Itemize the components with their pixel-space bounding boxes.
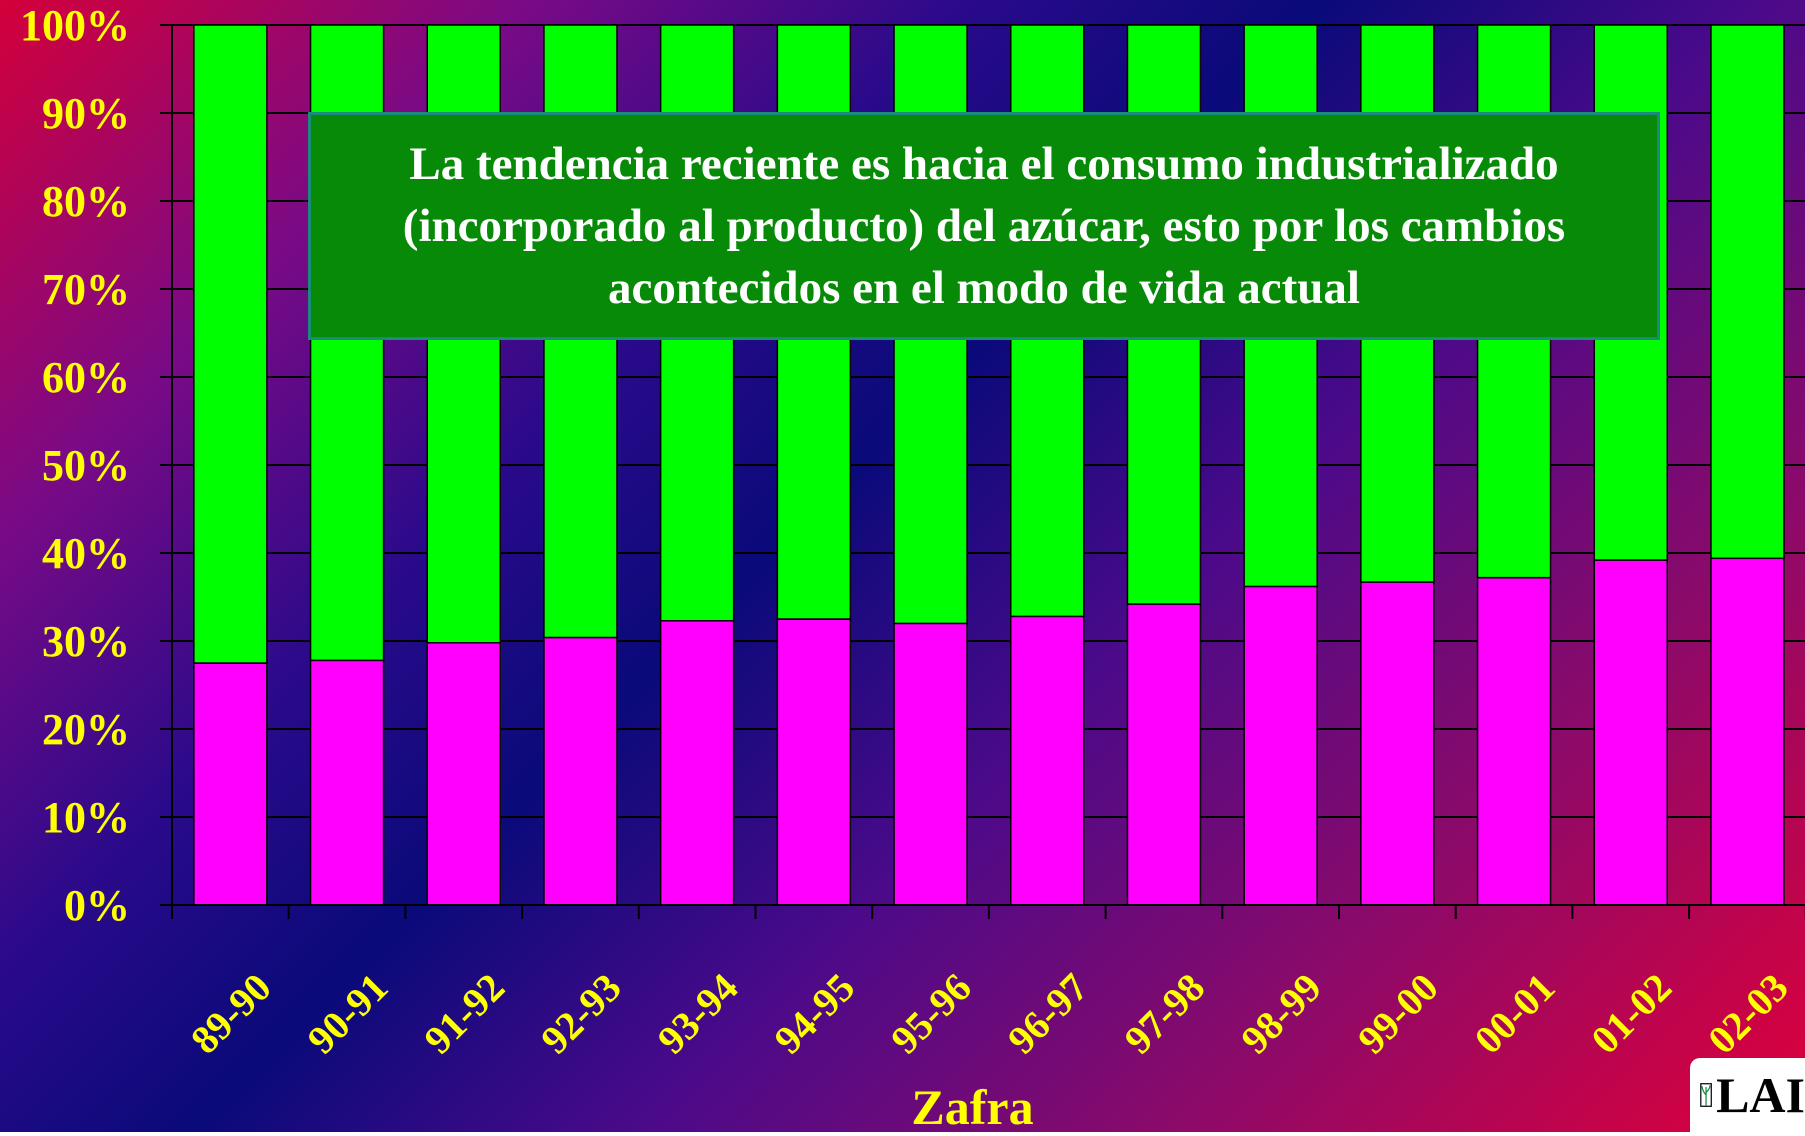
y-tick-label: 70% xyxy=(42,265,130,314)
annotation-callout: La tendencia reciente es hacia el consum… xyxy=(308,112,1660,340)
x-tick-label: 98-99 xyxy=(1232,965,1330,1063)
bar-segment-upper xyxy=(193,24,268,664)
y-tick-labels: 0% 10% 20% 30% 40% 50% 60% 70% 80% 90% 100% xyxy=(20,1,130,930)
bar-segment-lower xyxy=(309,659,385,906)
bar-segment-lower xyxy=(1243,585,1318,906)
bar-segment-lower xyxy=(1710,557,1785,906)
y-tick-label: 10% xyxy=(42,793,130,842)
x-tick-label: 01-02 xyxy=(1582,965,1680,1063)
y-tick-label: 80% xyxy=(42,177,130,226)
x-tick-label: 93-94 xyxy=(649,965,747,1063)
bar-segment-lower xyxy=(1476,576,1552,906)
y-tick-label: 100% xyxy=(20,1,130,50)
y-tick-label: 50% xyxy=(42,441,130,490)
bar-segment-lower xyxy=(1126,603,1202,906)
x-tick-label: 02-03 xyxy=(1699,965,1797,1063)
x-tick-label: 96-97 xyxy=(999,965,1097,1063)
x-axis-title: Zafra xyxy=(0,1078,1805,1136)
bar-segment-lower xyxy=(543,636,618,906)
x-tick-label: 90-91 xyxy=(299,965,397,1063)
x-tick-label: 00-01 xyxy=(1466,965,1564,1063)
x-tick-labels: 89-90 90-91 91-92 92-93 93-94 94-95 95-96 96-97… xyxy=(182,965,1797,1063)
company-logo: LAI xyxy=(1690,1058,1805,1132)
bar-segment-lower xyxy=(1360,581,1435,906)
bar-segment-lower xyxy=(893,622,968,906)
x-tick-label: 92-93 xyxy=(532,965,630,1063)
bar-segment-lower xyxy=(1593,559,1668,906)
logo-text: LAI xyxy=(1716,1067,1805,1123)
bar-segment-lower xyxy=(659,620,735,906)
axes xyxy=(160,24,1805,919)
bar-segment-lower xyxy=(426,642,501,906)
x-tick-label: 95-96 xyxy=(882,965,980,1063)
sugarcane-logo-icon xyxy=(1700,1083,1712,1107)
bar-segment-lower xyxy=(193,662,268,906)
x-tick-label: 97-98 xyxy=(1115,965,1213,1063)
bar-segment-lower xyxy=(776,618,852,906)
x-tick-label: 99-00 xyxy=(1349,965,1447,1063)
bar-segment-lower xyxy=(1010,615,1085,906)
annotation-text: La tendencia reciente es hacia el consum… xyxy=(402,138,1566,314)
x-tick-label: 94-95 xyxy=(765,965,863,1063)
y-tick-label: 90% xyxy=(42,89,130,138)
bar-segment-upper xyxy=(1710,24,1785,560)
x-axis-title-text: Zafra xyxy=(911,1079,1034,1135)
y-tick-label: 30% xyxy=(42,617,130,666)
y-tick-label: 40% xyxy=(42,529,130,578)
x-tick-label: 89-90 xyxy=(182,965,280,1063)
y-tick-label: 0% xyxy=(64,881,130,930)
y-tick-label: 20% xyxy=(42,705,130,754)
x-tick-label: 91-92 xyxy=(415,965,513,1063)
y-tick-label: 60% xyxy=(42,353,130,402)
